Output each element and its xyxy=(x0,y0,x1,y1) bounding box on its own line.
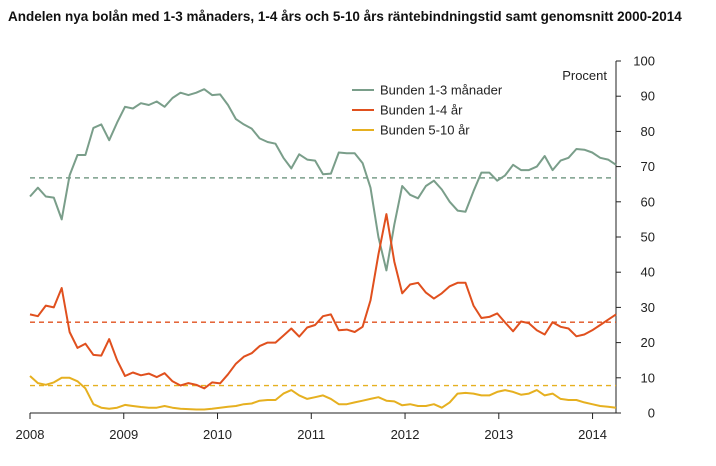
x-tick-label: 2009 xyxy=(109,427,138,442)
chart-title: Andelen nya bolån med 1-3 månaders, 1-4 … xyxy=(8,9,682,24)
y-tick-label: 0 xyxy=(648,406,655,421)
x-tick-label: 2012 xyxy=(391,427,420,442)
x-tick-label: 2013 xyxy=(484,427,513,442)
y-axis-unit-label: Procent xyxy=(562,68,607,83)
x-tick-label: 2011 xyxy=(297,427,325,442)
y-tick-label: 50 xyxy=(641,230,655,245)
y-tick-label: 90 xyxy=(641,89,655,104)
series-line-1 xyxy=(29,88,617,272)
legend-label-2: Bunden 1-4 år xyxy=(380,103,463,118)
legend-label-1: Bunden 1-3 månader xyxy=(380,83,503,98)
y-tick-label: 100 xyxy=(633,54,655,69)
y-tick-label: 60 xyxy=(641,194,655,209)
legend-label-3: Bunden 5-10 år xyxy=(380,123,470,138)
y-tick-label: 30 xyxy=(641,300,655,315)
y-tick-label: 80 xyxy=(641,124,655,139)
y-tick-label: 70 xyxy=(641,159,655,174)
y-tick-label: 20 xyxy=(641,335,655,350)
x-tick-label: 2010 xyxy=(203,427,232,442)
x-tick-label: 2008 xyxy=(16,427,45,442)
y-tick-label: 40 xyxy=(641,265,655,280)
x-tick-label: 2014 xyxy=(578,427,607,442)
series-line-2 xyxy=(29,213,617,390)
series-line-3 xyxy=(29,375,617,411)
y-tick-label: 10 xyxy=(641,370,655,385)
